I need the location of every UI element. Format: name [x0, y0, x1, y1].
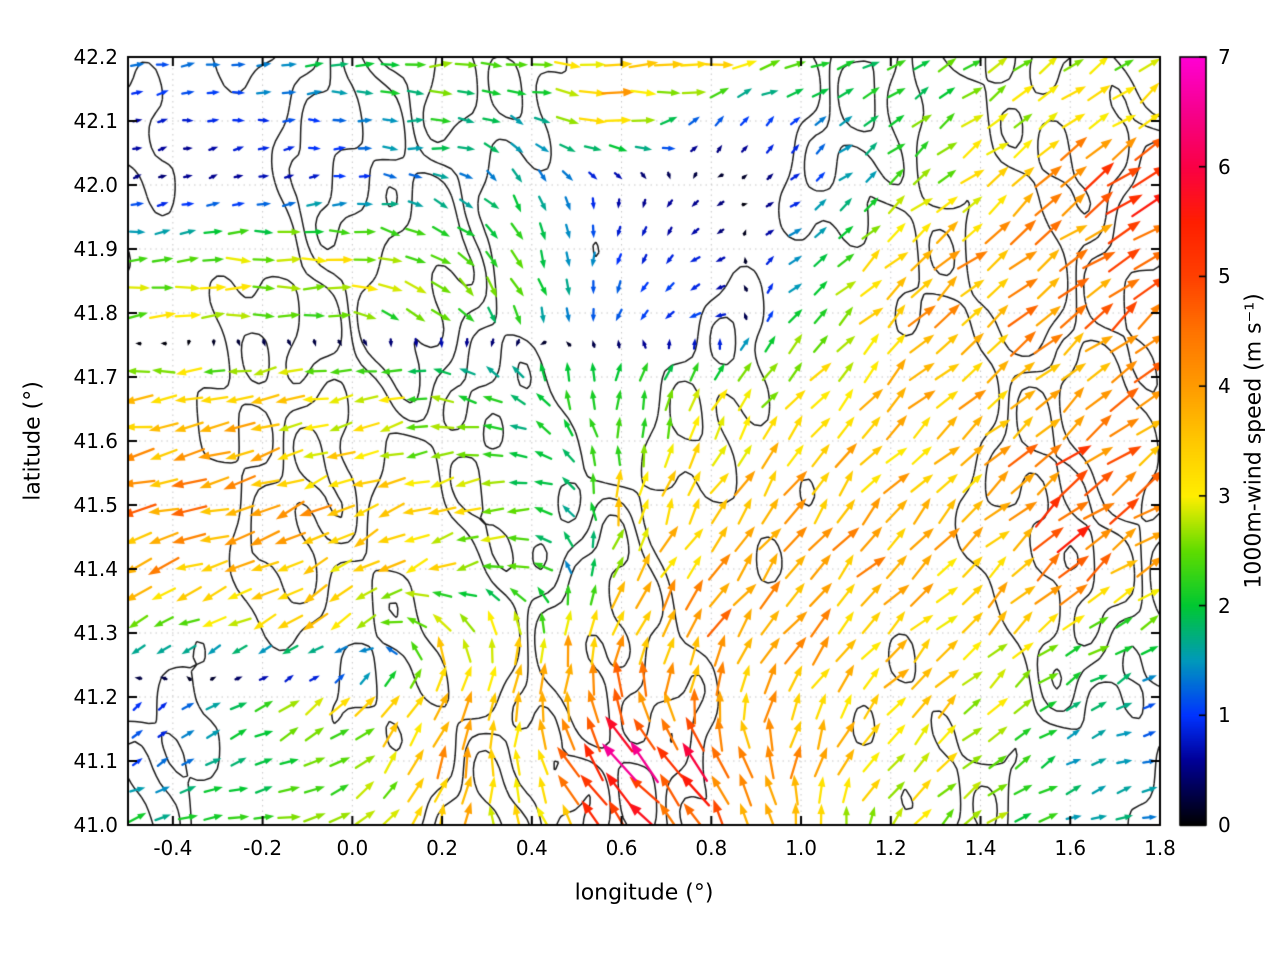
y-tick-label: 42.0 [73, 173, 118, 197]
colorbar-tick-label: 0 [1218, 813, 1231, 837]
x-tick-label: -0.2 [243, 836, 283, 860]
x-tick-label: 1.6 [1054, 836, 1087, 860]
colorbar-tick-label: 6 [1218, 154, 1231, 179]
x-tick-label: 1.0 [785, 836, 817, 860]
colorbar-tick-label: 5 [1218, 264, 1231, 289]
x-tick-label: -0.4 [153, 836, 193, 860]
y-tick-label: 41.1 [73, 749, 118, 773]
x-tick-label: 0.8 [695, 836, 728, 860]
x-tick-label: 0.2 [426, 836, 458, 860]
colorbar-label: 1000m-wind speed (m s⁻¹) [1241, 293, 1267, 589]
y-tick-label: 41.0 [73, 813, 118, 837]
y-tick-label: 41.5 [73, 493, 118, 517]
y-tick-label: 41.8 [73, 301, 118, 325]
y-tick-label: 41.2 [73, 685, 118, 709]
x-tick-label: 1.4 [964, 836, 997, 860]
colorbar-tick-label: 3 [1218, 483, 1231, 508]
y-tick-label: 41.9 [73, 237, 118, 261]
colorbar-tick-label: 7 [1218, 45, 1231, 69]
x-tick-label: 0.4 [515, 836, 548, 860]
colorbar-tick-label: 2 [1218, 593, 1231, 618]
x-tick-label: 1.2 [874, 836, 907, 860]
y-tick-label: 41.6 [73, 429, 118, 453]
colorbar-tick-label: 4 [1218, 374, 1231, 399]
x-axis-label: longitude (°) [574, 880, 714, 906]
x-tick-label: 0.0 [336, 836, 369, 860]
x-tick-label: 1.8 [1144, 836, 1176, 860]
y-tick-label: 42.1 [73, 109, 118, 133]
y-tick-label: 42.2 [73, 45, 118, 69]
y-tick-label: 41.7 [73, 365, 118, 389]
colorbar-tick-label: 1 [1218, 703, 1231, 728]
y-tick-label: 41.4 [73, 557, 118, 581]
x-tick-label: 0.6 [605, 836, 638, 860]
y-tick-label: 41.3 [73, 621, 118, 645]
